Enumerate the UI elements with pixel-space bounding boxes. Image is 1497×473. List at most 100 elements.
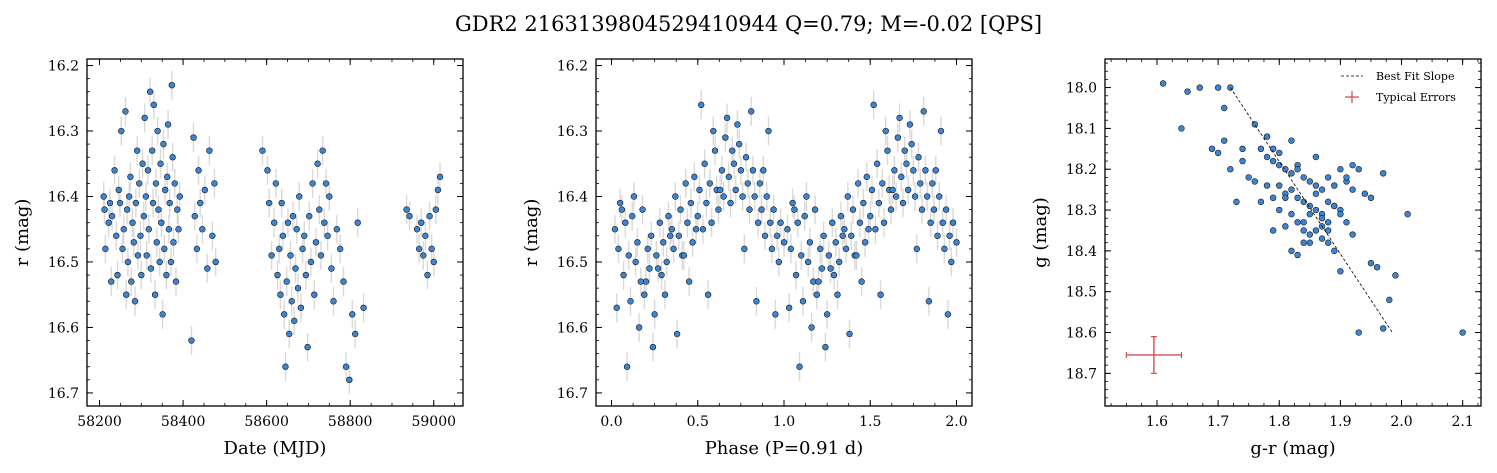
data-point (424, 271, 431, 279)
data-point (1331, 247, 1338, 255)
data-point (754, 219, 762, 226)
data-point (680, 252, 688, 259)
data-point (1306, 231, 1314, 238)
data-point (1367, 194, 1375, 202)
data-point (1379, 325, 1387, 332)
data-point (829, 219, 836, 226)
data-point (1386, 296, 1393, 304)
data-point (201, 186, 209, 194)
data-point (770, 206, 777, 213)
data-point (698, 101, 705, 109)
y-tick-label: 16.6 (557, 320, 588, 336)
data-point (830, 271, 838, 279)
data-point (737, 167, 745, 174)
x-tick-label: 2.0 (1390, 414, 1412, 430)
data-point (1318, 235, 1326, 242)
data-point (138, 271, 145, 279)
data-point (1343, 174, 1350, 181)
data-point (789, 199, 796, 207)
data-point (1239, 157, 1246, 165)
data-point (751, 193, 758, 200)
data-point (806, 239, 814, 246)
data-point (725, 173, 733, 181)
data-point (1221, 104, 1228, 112)
data-point (108, 278, 115, 285)
data-point (734, 121, 741, 128)
data-point (291, 317, 298, 325)
data-point (1282, 194, 1289, 202)
data-point (811, 206, 819, 213)
data-point (1318, 215, 1326, 222)
data-point (165, 226, 173, 233)
data-point (1251, 121, 1258, 128)
data-point (773, 232, 781, 239)
data-point (1294, 166, 1301, 173)
data-point (360, 304, 367, 311)
data-point (684, 219, 691, 226)
data-point (346, 376, 353, 384)
data-point (312, 239, 320, 246)
data-point (665, 212, 672, 220)
data-point (1373, 264, 1381, 271)
best-fit-line (1229, 87, 1393, 333)
data-point (884, 147, 891, 154)
data-point (170, 239, 177, 246)
data-point (882, 127, 889, 135)
data-point (175, 226, 182, 233)
data-point (613, 304, 620, 311)
data-point (1214, 84, 1222, 91)
data-point (710, 127, 717, 135)
data-point (870, 101, 877, 109)
data-point (115, 186, 122, 194)
data-point (1245, 174, 1252, 181)
data-point (430, 258, 437, 266)
data-point (1269, 227, 1277, 234)
data-point (1312, 206, 1320, 214)
data-point (130, 239, 137, 246)
data-point (1269, 194, 1277, 202)
data-point (1324, 198, 1332, 206)
y-tick-label: 16.4 (557, 189, 588, 205)
figure-title: GDR2 2163139804529410944 Q=0.79; M=-0.02… (454, 12, 1043, 36)
data-point (1331, 182, 1338, 189)
data-point (164, 121, 172, 128)
y-tick-label: 16.3 (48, 124, 79, 140)
data-point (910, 167, 917, 174)
data-point (264, 167, 271, 174)
data-point (687, 199, 695, 207)
data-point (801, 212, 808, 220)
data-point (278, 199, 285, 207)
data-point (169, 154, 176, 161)
data-point (922, 167, 929, 174)
data-point (767, 219, 774, 226)
data-point (1221, 137, 1228, 144)
data-point (953, 239, 960, 246)
data-point (199, 226, 206, 233)
data-point (906, 121, 914, 128)
data-point (1257, 145, 1265, 153)
data-point (1269, 157, 1277, 165)
x-tick-label: 2.0 (945, 414, 967, 430)
data-point (190, 134, 197, 141)
data-point (844, 193, 852, 200)
data-point (1324, 227, 1332, 234)
data-point (818, 265, 826, 272)
data-point (739, 193, 746, 200)
data-point (101, 206, 108, 213)
data-point (735, 140, 743, 148)
data-point (742, 154, 750, 161)
data-point (894, 134, 902, 141)
data-point (159, 311, 166, 318)
data-point (722, 134, 729, 141)
x-tick-label: 1.7 (1207, 414, 1229, 430)
data-point (1349, 161, 1356, 169)
data-point (615, 245, 622, 253)
data-point (913, 245, 921, 253)
data-point (1257, 198, 1265, 206)
data-point (666, 232, 674, 239)
data-point (685, 278, 693, 285)
data-point (157, 160, 164, 167)
data-point (839, 232, 846, 239)
data-point (163, 271, 170, 279)
data-point (167, 258, 175, 266)
